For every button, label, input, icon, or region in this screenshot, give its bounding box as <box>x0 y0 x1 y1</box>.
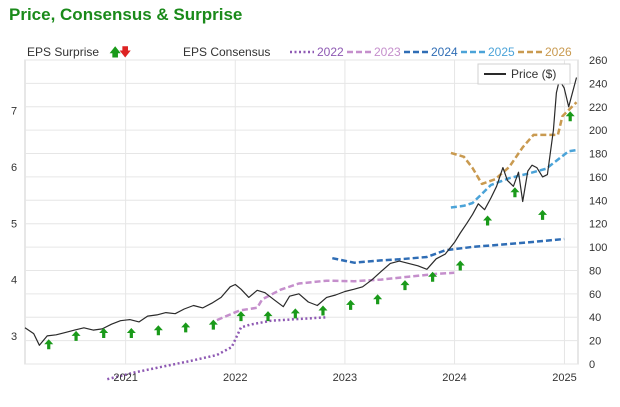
surprise-up-arrow <box>263 311 273 322</box>
surprise-up-arrow <box>538 209 548 220</box>
surprise-up-arrow <box>99 328 109 339</box>
consensus-line-2024 <box>332 237 565 264</box>
legend-up-arrow-icon: 🡅 <box>109 45 121 59</box>
y-left-tick-label: 5 <box>11 218 17 230</box>
consensus-line-2023 <box>216 271 455 322</box>
surprise-up-arrow <box>510 187 520 198</box>
legend-down-arrow-icon: 🡇 <box>119 45 131 59</box>
surprise-up-arrow <box>44 339 54 350</box>
series-layer <box>24 77 578 381</box>
surprise-up-arrow <box>400 280 410 291</box>
surprise-up-arrow <box>428 271 438 282</box>
legend-label-2022: 2022 <box>317 45 344 59</box>
surprise-up-arrow <box>290 308 300 319</box>
y-right-tick-label: 240 <box>589 78 607 90</box>
legend-label-2024: 2024 <box>431 45 458 59</box>
surprise-up-arrow <box>236 311 246 322</box>
surprise-up-arrow <box>373 294 383 305</box>
y-right-tick-label: 80 <box>589 265 601 277</box>
surprise-up-arrow <box>346 299 356 310</box>
surprise-up-arrow <box>126 328 136 339</box>
y-right-tick-label: 0 <box>589 359 595 371</box>
surprise-up-arrow <box>71 330 81 341</box>
y-right-tick-label: 220 <box>589 102 607 114</box>
surprise-up-arrow <box>483 215 493 226</box>
x-tick-label: 2023 <box>333 372 357 384</box>
y-right-tick-label: 260 <box>589 55 607 67</box>
consensus-line-2022 <box>107 316 327 381</box>
consensus-line-2026 <box>450 101 578 186</box>
y-left-tick-label: 3 <box>11 331 17 343</box>
x-tick-label: 2021 <box>113 372 137 384</box>
y-right-tick-label: 200 <box>589 125 607 137</box>
legend-layer: EPS Surprise 🡅🡇 EPS Consensus 2022 2023 2024 2… <box>27 45 572 85</box>
surprise-up-arrow <box>318 305 328 316</box>
grid-layer <box>24 59 579 365</box>
surprise-up-arrow <box>208 319 218 330</box>
surprise-up-arrow <box>455 260 465 271</box>
y-left-tick-label: 7 <box>11 106 17 118</box>
y-right-tick-label: 20 <box>589 336 601 348</box>
axis-layer: 0 20 40 60 80 100 120 140 160 180 200 220 240 260 2021… <box>11 55 607 384</box>
x-tick-label: 2025 <box>552 372 576 384</box>
y-right-tick-label: 160 <box>589 172 607 184</box>
y-right-tick-label: 120 <box>589 219 607 231</box>
y-right-tick-label: 100 <box>589 242 607 254</box>
legend-eps-consensus-label: EPS Consensus <box>183 45 270 59</box>
y-left-tick-label: 6 <box>11 162 17 174</box>
y-right-tick-label: 40 <box>589 312 601 324</box>
price-line <box>24 77 578 346</box>
consensus-line-2025 <box>450 148 577 209</box>
y-right-tick-label: 60 <box>589 289 601 301</box>
legend-label-2023: 2023 <box>374 45 401 59</box>
legend-eps-surprise-label: EPS Surprise <box>27 45 99 59</box>
y-left-tick-label: 4 <box>11 275 17 287</box>
chart-title: Price, Consensus & Surprise <box>9 5 243 24</box>
legend-label-2026: 2026 <box>545 45 572 59</box>
surprise-up-arrow <box>565 111 575 122</box>
x-tick-label: 2024 <box>442 372 466 384</box>
legend-label-2025: 2025 <box>488 45 515 59</box>
x-tick-label: 2022 <box>223 372 247 384</box>
legend-label-price: Price ($) <box>511 67 556 81</box>
surprise-up-arrow <box>181 322 191 333</box>
surprise-up-arrow <box>153 325 163 336</box>
y-right-tick-label: 180 <box>589 149 607 161</box>
y-right-tick-label: 140 <box>589 195 607 207</box>
price-legend-box <box>477 63 571 85</box>
